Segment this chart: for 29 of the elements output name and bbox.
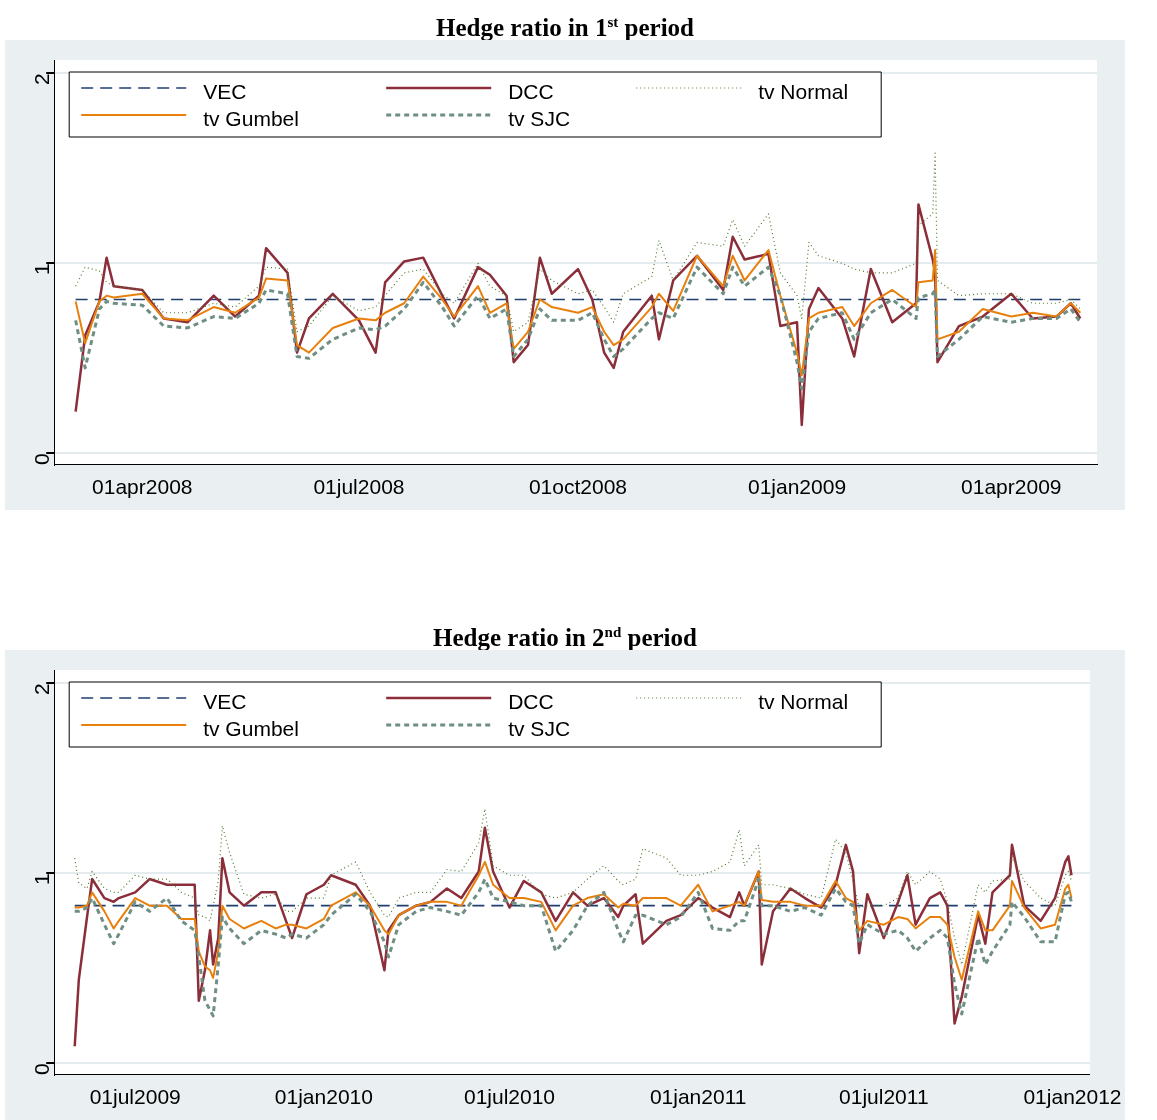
y-tick-label: 0 (30, 453, 53, 466)
legend-label: tv Gumbel (203, 716, 299, 740)
x-tick-label: 01jul2010 (463, 1085, 556, 1109)
x-tick-label: 01apr2008 (92, 475, 193, 499)
legend-label: tv Normal (758, 79, 849, 103)
legend-label: DCC (508, 79, 554, 103)
chart-title: Hedge ratio in 1$^{st}$ period (434, 13, 696, 42)
legend-label: tv SJC (508, 106, 571, 130)
x-tick-label: 01jan2010 (274, 1085, 373, 1109)
x-tick-label: 01jan2012 (1023, 1085, 1122, 1109)
chart-title: Hedge ratio in 2$^{nd}$ period (432, 623, 698, 652)
x-tick-label: 01jul2009 (89, 1085, 181, 1109)
x-tick-label: 01jan2011 (649, 1085, 747, 1109)
x-tick-label: 01apr2009 (961, 475, 1062, 499)
y-tick-label: 1 (30, 263, 53, 276)
x-tick-label: 01jan2009 (747, 475, 847, 499)
legend-label: VEC (203, 79, 247, 103)
y-tick-label: 2 (30, 683, 53, 695)
y-tick-label: 2 (30, 73, 53, 85)
x-tick-label: 01jul2008 (313, 475, 405, 499)
legend-label: DCC (508, 689, 554, 713)
x-tick-label: 01oct2008 (528, 475, 628, 499)
legend-label: tv SJC (508, 716, 571, 740)
legend-label: tv Gumbel (203, 106, 299, 130)
y-tick-label: 1 (30, 873, 53, 886)
y-tick-label: 0 (30, 1063, 53, 1076)
legend-label: VEC (203, 689, 247, 713)
legend-label: tv Normal (758, 689, 849, 713)
x-tick-label: 01jul2011 (839, 1085, 929, 1109)
